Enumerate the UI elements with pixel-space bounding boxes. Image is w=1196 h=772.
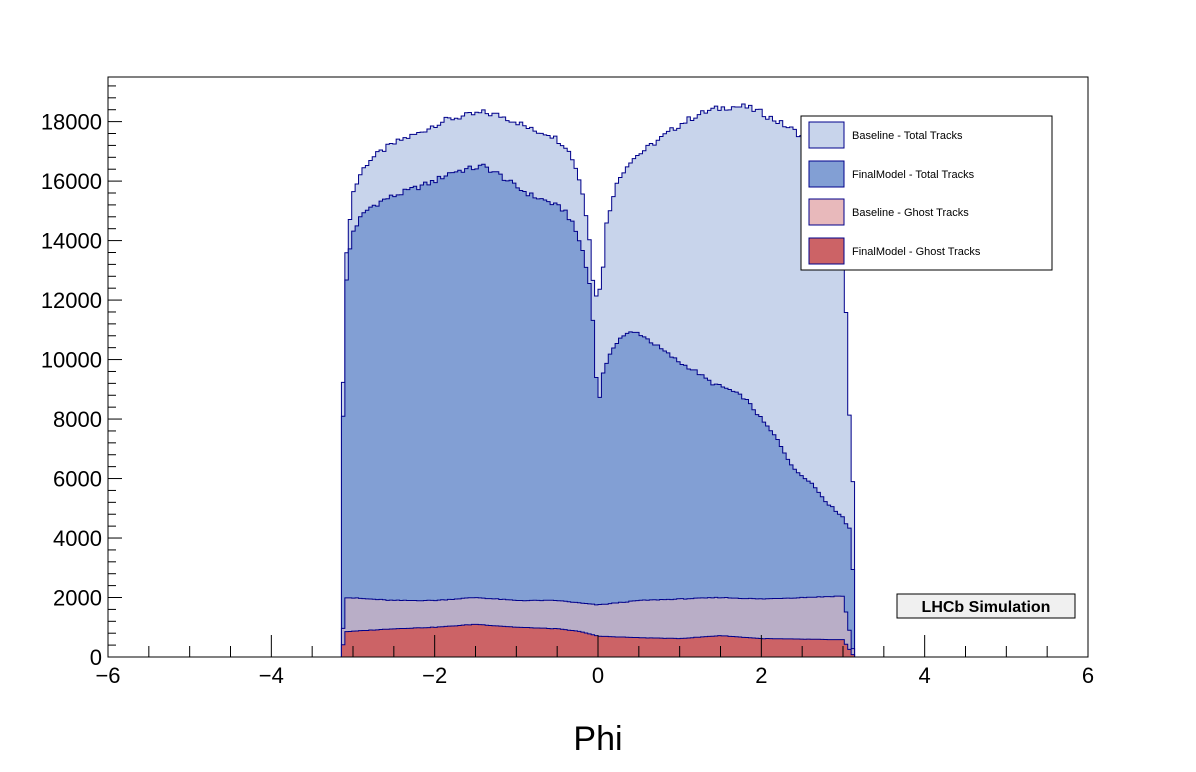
- histogram-fill: [340, 163, 856, 657]
- x-tick-label: 0: [592, 663, 604, 688]
- x-tick-label: 6: [1082, 663, 1094, 688]
- x-tick-label: −2: [422, 663, 447, 688]
- legend-label-finalmodel-ghost: FinalModel - Ghost Tracks: [852, 246, 981, 258]
- y-tick-label: 4000: [53, 526, 102, 551]
- y-tick-label: 18000: [41, 110, 102, 135]
- legend-swatch-baseline-ghost: [808, 198, 845, 226]
- legend-swatch-baseline-total: [808, 121, 845, 149]
- x-tick-label: 2: [755, 663, 767, 688]
- lhcb-label-box: [896, 593, 1076, 619]
- lhcb-label-text: LHCb Simulation: [922, 599, 1051, 616]
- y-tick-label: 6000: [53, 467, 102, 492]
- x-tick-label: −4: [259, 663, 284, 688]
- y-tick-label: 2000: [53, 586, 102, 611]
- legend-label-baseline-ghost: Baseline - Ghost Tracks: [852, 207, 969, 219]
- y-tick-label: 10000: [41, 348, 102, 373]
- legend-label-finalmodel-total: FinalModel - Total Tracks: [852, 169, 975, 181]
- y-tick-label: 16000: [41, 169, 102, 194]
- legend-label-baseline-total: Baseline - Total Tracks: [852, 130, 963, 142]
- series-finalmodel-total-tracks: [340, 163, 856, 657]
- legend-swatch-finalmodel-ghost: [808, 237, 845, 265]
- x-tick-label: −6: [95, 663, 120, 688]
- y-tick-label: 0: [90, 645, 102, 670]
- x-axis-title: Phi: [573, 720, 622, 758]
- histogram-series-layer: [340, 103, 856, 657]
- legend-swatch-finalmodel-total: [808, 160, 845, 188]
- y-tick-label: 14000: [41, 229, 102, 254]
- axes: −6 −4 −2 0 2 4 6 0 2000 4000 6000 8000 10000 12000 140…: [41, 85, 1094, 688]
- legend: Baseline - Total Tracks FinalModel - Tot…: [800, 115, 1053, 271]
- y-tick-label: 8000: [53, 407, 102, 432]
- x-tick-label: 4: [919, 663, 931, 688]
- y-tick-label: 12000: [41, 288, 102, 313]
- lhcb-simulation-label: LHCb Simulation: [896, 593, 1076, 619]
